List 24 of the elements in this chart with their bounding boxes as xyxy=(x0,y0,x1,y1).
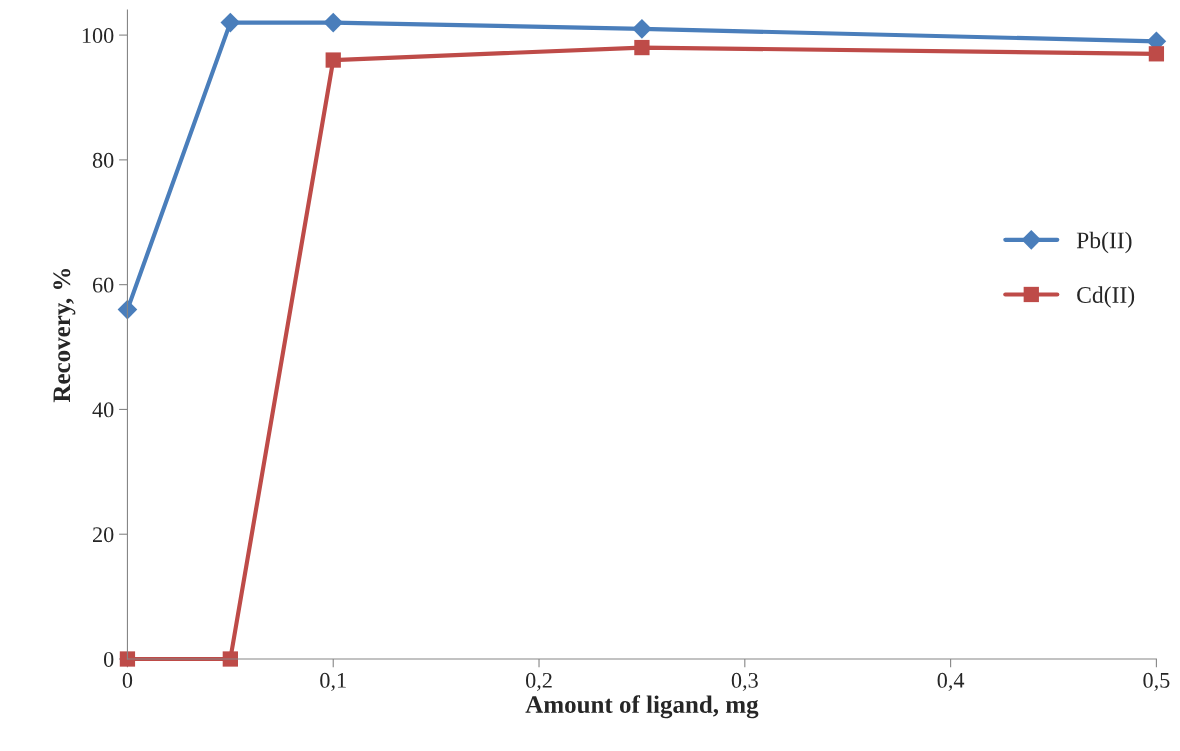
y-tick-label: 0 xyxy=(103,651,114,667)
point xyxy=(634,39,650,56)
x-axis-title: Amount of ligand, mg xyxy=(525,695,759,719)
x-tick-label: 0,5 xyxy=(1143,672,1170,692)
legend-label: Cd(II) xyxy=(1077,286,1135,308)
legend-label: Pb(II) xyxy=(1076,231,1132,254)
point xyxy=(1148,46,1165,62)
point xyxy=(325,52,341,68)
point xyxy=(222,651,238,667)
point xyxy=(323,12,344,33)
x-tick-label: 0 xyxy=(122,672,133,688)
y-tick-label: 100 xyxy=(82,28,114,44)
point xyxy=(220,12,241,33)
x-tick-label: 0,1 xyxy=(320,672,346,692)
y-tick-label: 80 xyxy=(92,152,114,168)
y-tick-label: 60 xyxy=(92,277,114,293)
x-tick-label: 0,3 xyxy=(731,672,758,692)
x-tick-label: 0,4 xyxy=(937,672,965,692)
y-tick-label: 40 xyxy=(92,402,114,418)
y-tick-label: 20 xyxy=(93,527,114,543)
y-axis-title: Recovery, % xyxy=(53,268,76,403)
x-tick-label: 0,2 xyxy=(525,672,552,692)
point xyxy=(119,651,136,667)
point xyxy=(632,19,652,39)
